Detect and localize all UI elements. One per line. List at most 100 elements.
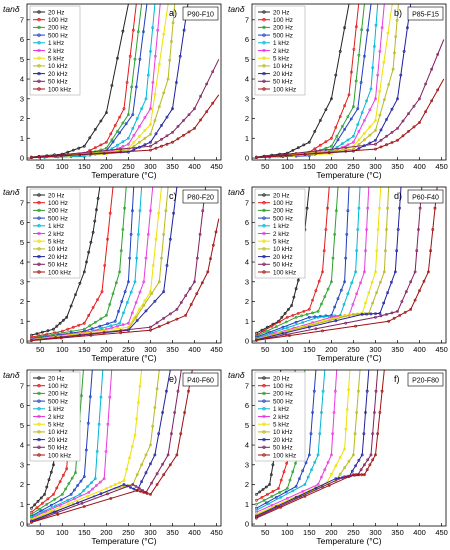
data-point xyxy=(89,240,93,244)
data-point xyxy=(71,148,75,152)
chart-panel-4: 0 1 2 3 4 5 6 7 50 100 150 200 250 300 350 400 450 Temper… xyxy=(3,369,223,546)
data-point xyxy=(125,81,129,84)
data-point xyxy=(379,145,383,149)
data-point xyxy=(374,270,377,274)
data-point xyxy=(327,484,331,487)
data-point xyxy=(391,67,395,71)
data-point xyxy=(149,123,152,126)
data-point xyxy=(140,480,144,484)
data-point xyxy=(187,389,190,393)
x-axis-label: Temperature (°C) xyxy=(91,353,156,363)
data-point xyxy=(365,312,369,316)
series-line xyxy=(256,4,399,159)
data-point xyxy=(357,146,361,150)
data-point xyxy=(157,62,161,66)
data-point xyxy=(254,338,258,342)
data-point xyxy=(366,206,370,210)
data-point xyxy=(136,30,140,34)
series-line xyxy=(31,370,113,519)
data-point xyxy=(387,83,391,86)
y-tick-label: 3 xyxy=(245,94,249,103)
series-markers xyxy=(29,29,125,159)
data-point xyxy=(318,432,322,436)
data-point xyxy=(116,129,119,133)
x-tick-label: 150 xyxy=(303,528,316,537)
series-markers xyxy=(254,206,437,342)
data-point xyxy=(378,90,382,93)
data-point xyxy=(43,492,47,496)
data-point xyxy=(316,315,320,319)
y-tick-label: 4 xyxy=(245,75,249,84)
legend-marker xyxy=(37,25,41,30)
data-point xyxy=(131,28,135,32)
y-tick-label: 5 xyxy=(245,421,249,430)
data-point xyxy=(349,117,353,121)
data-point xyxy=(166,453,170,457)
y-tick-label: 7 xyxy=(245,198,249,207)
y-tick-label: 5 xyxy=(20,421,24,430)
data-point xyxy=(356,228,360,231)
data-point xyxy=(306,475,310,479)
data-point xyxy=(150,292,154,296)
y-tick-label: 1 xyxy=(245,500,249,509)
data-point xyxy=(52,463,55,467)
y-tick-label: 6 xyxy=(20,401,24,410)
data-point xyxy=(307,307,311,311)
data-point xyxy=(385,118,388,121)
data-point xyxy=(105,140,108,144)
data-point xyxy=(137,125,141,128)
y-tick-label: 4 xyxy=(245,441,249,450)
y-tick-label: 2 xyxy=(20,297,24,306)
data-point xyxy=(430,99,434,103)
data-point xyxy=(343,475,347,479)
x-tick-label: 250 xyxy=(122,345,135,354)
data-point xyxy=(254,498,258,502)
data-point xyxy=(149,443,152,447)
series-line xyxy=(31,59,220,159)
data-point xyxy=(55,486,59,490)
data-point xyxy=(352,48,356,51)
y-tick-label: 2 xyxy=(245,297,249,306)
data-point xyxy=(160,144,163,148)
y-tick-label: 0 xyxy=(245,337,249,346)
data-point xyxy=(149,209,152,213)
legend-marker xyxy=(262,87,266,91)
data-point xyxy=(354,473,358,477)
data-point xyxy=(174,81,178,84)
legend-marker xyxy=(37,407,41,411)
x-tick-label: 150 xyxy=(78,345,91,354)
data-point xyxy=(95,450,99,453)
data-point xyxy=(365,468,369,472)
legend-label: 20 Hz xyxy=(48,192,64,199)
sample-label: P85-F15 xyxy=(412,12,439,19)
legend-label: 100 kHz xyxy=(273,452,296,459)
data-point xyxy=(270,494,274,498)
series-line xyxy=(256,370,326,511)
series-line xyxy=(256,4,350,158)
data-point xyxy=(108,303,112,306)
data-point xyxy=(418,97,421,101)
legend-label: 20 Hz xyxy=(273,375,289,382)
data-point xyxy=(374,147,377,151)
legend-marker xyxy=(262,18,266,22)
data-point xyxy=(354,25,358,29)
data-point xyxy=(368,108,372,112)
data-point xyxy=(291,148,295,152)
data-point xyxy=(321,329,324,333)
data-point xyxy=(166,321,170,325)
data-point xyxy=(274,495,278,499)
data-point xyxy=(146,232,150,236)
x-tick-label: 450 xyxy=(435,162,448,171)
data-point xyxy=(93,127,97,131)
data-point xyxy=(69,304,73,308)
data-point xyxy=(126,113,130,117)
data-point xyxy=(206,270,210,274)
data-point xyxy=(347,93,351,97)
data-point xyxy=(140,107,144,111)
data-point xyxy=(376,432,380,436)
data-point xyxy=(385,312,388,316)
data-point xyxy=(323,468,327,472)
data-point xyxy=(199,94,203,98)
data-point xyxy=(99,395,103,399)
y-axis-label: tanδ xyxy=(228,4,245,14)
